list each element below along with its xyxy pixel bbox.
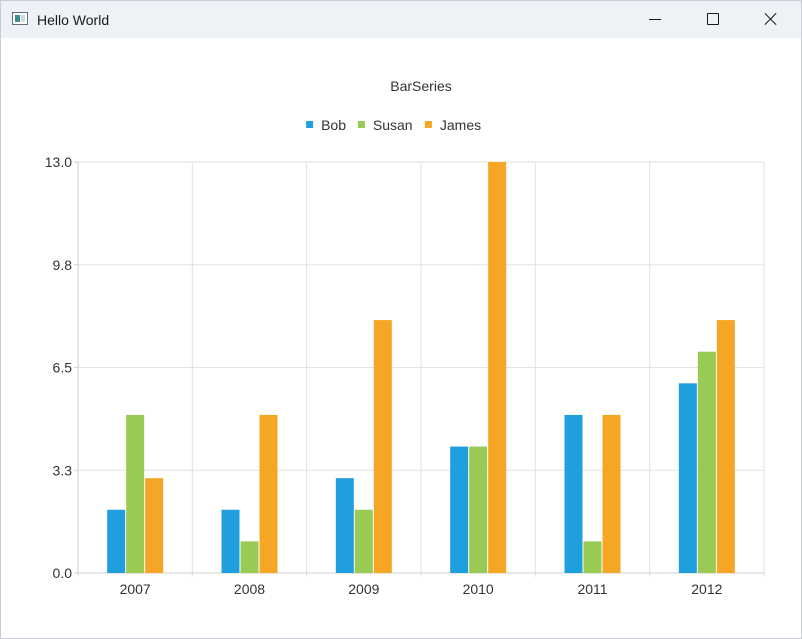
legend-marker-bob bbox=[306, 121, 314, 128]
y-tick-label: 0.0 bbox=[53, 565, 73, 581]
y-tick-label: 9.8 bbox=[53, 257, 73, 273]
title-bar[interactable]: Hello World bbox=[1, 1, 801, 38]
y-tick-label: 13.0 bbox=[45, 154, 72, 170]
bar-james-2007[interactable] bbox=[145, 478, 164, 573]
legend-label-susan[interactable]: Susan bbox=[373, 117, 413, 133]
x-tick-label: 2007 bbox=[120, 581, 151, 597]
bar-james-2010[interactable] bbox=[488, 162, 507, 573]
bar-bob-2012[interactable] bbox=[678, 383, 697, 573]
bar-susan-2012[interactable] bbox=[697, 351, 716, 573]
bar-james-2012[interactable] bbox=[716, 320, 735, 573]
bar-bob-2009[interactable] bbox=[335, 478, 354, 573]
bar-susan-2007[interactable] bbox=[126, 414, 145, 573]
minimize-icon bbox=[649, 19, 661, 20]
maximize-button[interactable] bbox=[685, 1, 743, 38]
bar-james-2008[interactable] bbox=[259, 414, 278, 573]
bar-susan-2010[interactable] bbox=[469, 446, 488, 573]
legend-marker-susan bbox=[357, 121, 365, 128]
legend-label-bob[interactable]: Bob bbox=[321, 117, 346, 133]
x-tick-label: 2012 bbox=[691, 581, 722, 597]
bar-james-2011[interactable] bbox=[602, 414, 621, 573]
x-tick-label: 2008 bbox=[234, 581, 265, 597]
y-tick-label: 3.3 bbox=[53, 462, 73, 478]
app-window-icon bbox=[12, 12, 28, 25]
x-tick-label: 2009 bbox=[348, 581, 379, 597]
bar-bob-2010[interactable] bbox=[450, 446, 469, 573]
y-tick-label: 6.5 bbox=[53, 360, 73, 376]
chart-title: BarSeries bbox=[390, 78, 451, 94]
x-tick-label: 2011 bbox=[577, 581, 607, 597]
maximize-icon bbox=[707, 13, 719, 25]
legend-marker-james bbox=[424, 121, 432, 128]
bar-susan-2011[interactable] bbox=[583, 541, 602, 573]
bar-bob-2011[interactable] bbox=[564, 414, 583, 573]
bar-susan-2008[interactable] bbox=[240, 541, 259, 573]
legend-label-james[interactable]: James bbox=[440, 117, 481, 133]
x-tick-label: 2010 bbox=[463, 581, 494, 597]
bar-james-2009[interactable] bbox=[373, 320, 392, 573]
window-title: Hello World bbox=[37, 12, 110, 28]
bar-bob-2008[interactable] bbox=[221, 509, 240, 573]
bar-susan-2009[interactable] bbox=[354, 509, 373, 573]
bar-bob-2007[interactable] bbox=[107, 509, 126, 573]
minimize-button[interactable] bbox=[627, 1, 685, 38]
